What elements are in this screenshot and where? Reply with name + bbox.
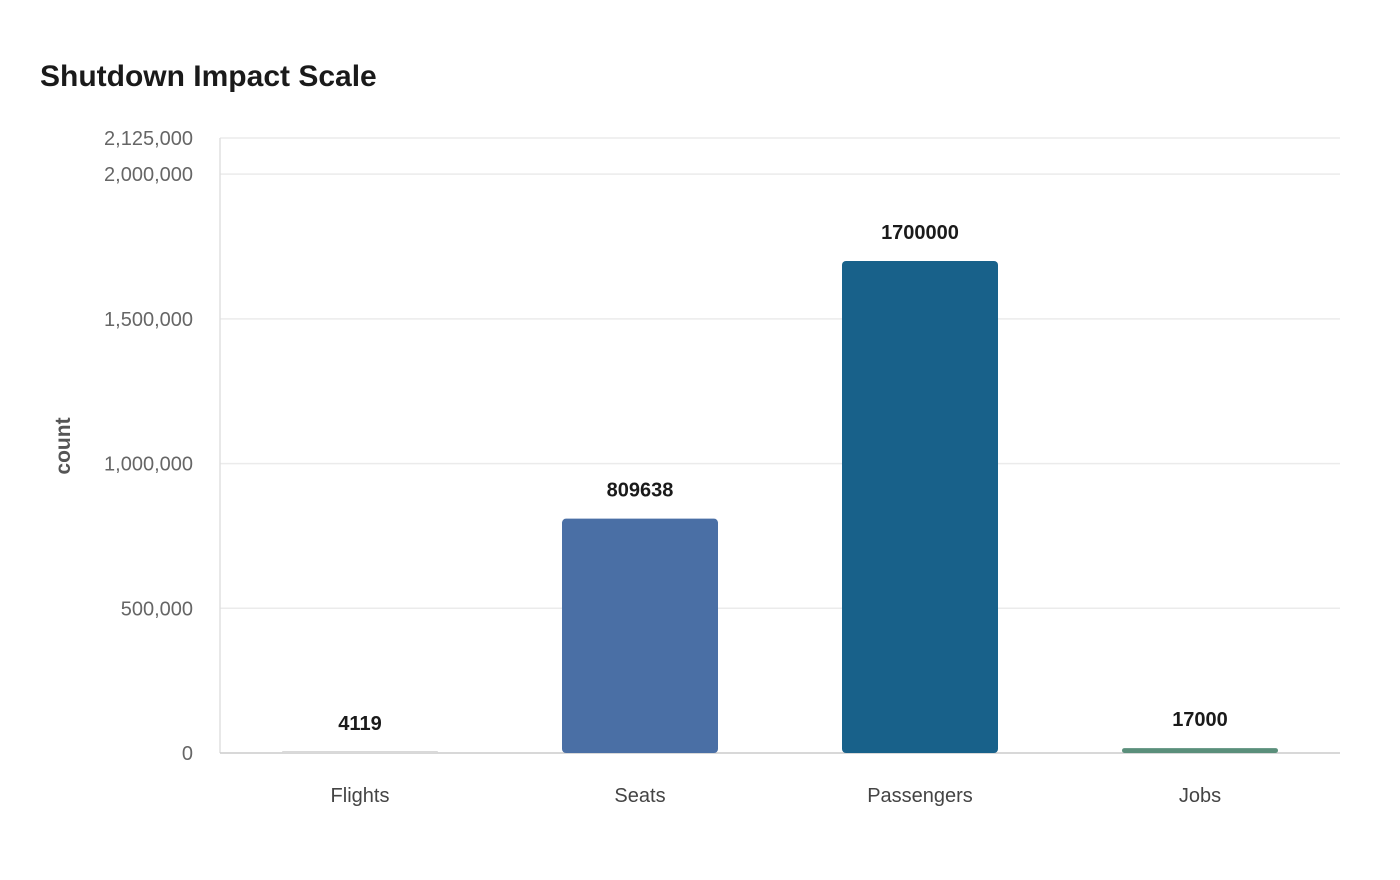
y-tick-label: 1,500,000 [104, 309, 193, 331]
y-tick-label: 2,000,000 [104, 164, 193, 186]
bar-flights [282, 751, 438, 753]
data-labels: 4119 809638 1700000 17000 [338, 222, 1228, 735]
x-tick-label: Flights [331, 785, 390, 807]
grid-lines [220, 137, 1340, 610]
data-label: 1700000 [881, 222, 959, 244]
x-tick-label: Jobs [1179, 785, 1221, 807]
chart-title: Shutdown Impact Scale [40, 60, 377, 93]
x-tick-label: Passengers [867, 785, 973, 807]
y-axis-title: count [52, 417, 75, 474]
bar-jobs [1122, 748, 1278, 753]
data-label: 17000 [1172, 709, 1228, 731]
data-label: 4119 [338, 713, 381, 735]
bar-seats [562, 518, 718, 753]
x-tick-labels: Flights Seats Passengers Jobs [331, 785, 1222, 807]
y-tick-label: 0 [182, 743, 193, 765]
data-label: 809638 [607, 480, 674, 502]
bar-passengers [842, 261, 998, 753]
y-tick-labels: 0 500,000 1,000,000 1,500,000 2,000,000 2,125… [104, 128, 193, 765]
y-tick-label: 2,125,000 [104, 128, 193, 150]
y-tick-label: 500,000 [121, 598, 193, 620]
axes [219, 138, 1340, 754]
y-tick-label: 1,000,000 [104, 454, 193, 476]
bars [282, 261, 1278, 753]
x-tick-label: Seats [614, 785, 665, 807]
